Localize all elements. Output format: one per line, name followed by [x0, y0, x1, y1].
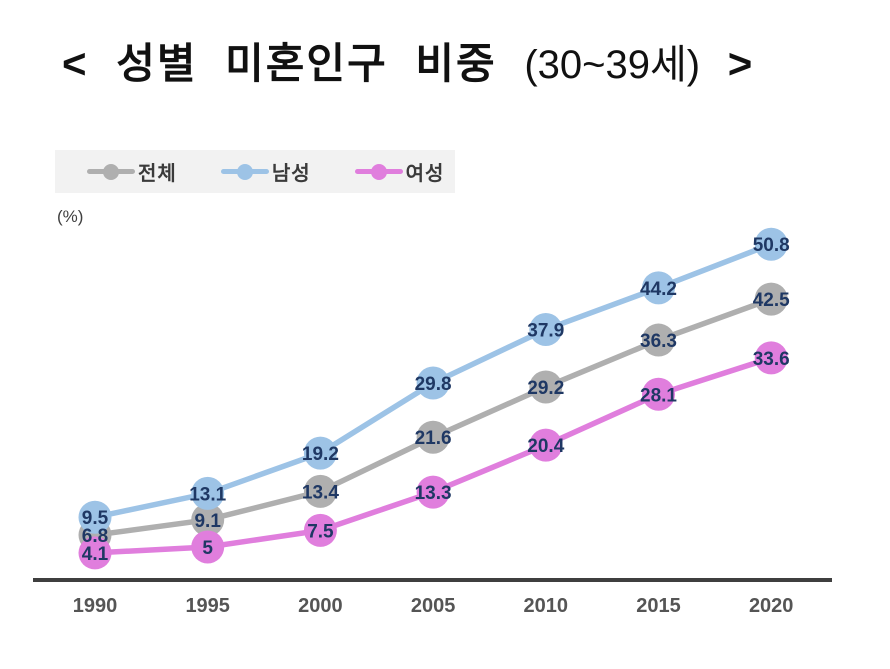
x-axis-tick-label: 2010 [524, 595, 569, 617]
legend-label: 여성 [405, 163, 445, 185]
legend-line-marker-icon [354, 163, 403, 180]
data-label: 9.1 [194, 511, 221, 532]
data-point-marker [529, 312, 563, 346]
x-axis-tick-label: 2020 [749, 595, 794, 617]
legend-label: 전체 [138, 163, 177, 185]
data-label: 13.1 [189, 484, 226, 505]
data-label: 36.3 [640, 331, 677, 352]
data-point-marker [416, 475, 450, 509]
data-label: 4.1 [82, 544, 109, 565]
data-label: 42.5 [753, 290, 790, 311]
legend-line-marker-icon [220, 163, 269, 180]
data-point-marker [191, 503, 225, 537]
legend-label: 남성 [271, 163, 311, 185]
legend-item-2: 여성 [354, 157, 445, 186]
data-point-marker [191, 476, 225, 510]
data-label: 29.2 [527, 378, 564, 399]
data-label: 9.5 [82, 508, 109, 529]
legend-item-1: 남성 [220, 157, 311, 186]
data-point-marker [303, 436, 337, 470]
data-label: 19.2 [302, 444, 339, 465]
legend-line-marker-icon [87, 163, 135, 180]
data-point-marker [642, 377, 675, 411]
x-axis-tick-label: 2015 [636, 595, 681, 617]
data-point-marker [416, 366, 450, 400]
chart-title: < 성별 미혼인구 비중 (30~39세) > [62, 30, 754, 91]
chart-title-main: < 성별 미혼인구 비중 [62, 40, 497, 87]
data-point-marker [303, 513, 337, 547]
data-point-marker [754, 227, 788, 261]
data-label: 20.4 [527, 436, 564, 457]
data-point-marker [191, 530, 225, 564]
x-axis-tick-label: 1995 [185, 595, 230, 617]
data-point-marker [78, 500, 112, 534]
data-label: 13.3 [415, 483, 452, 504]
data-label: 5 [202, 538, 213, 559]
data-label: 7.5 [307, 521, 334, 542]
data-label: 28.1 [640, 385, 677, 406]
y-axis-unit-label: (%) [57, 207, 84, 226]
data-point-marker [754, 282, 788, 316]
data-point-marker [529, 428, 563, 462]
data-point-marker [642, 323, 675, 357]
x-axis-tick-label: 2000 [298, 595, 343, 617]
data-point-marker [642, 271, 675, 305]
data-label: 50.8 [753, 235, 790, 256]
data-point-marker [754, 341, 788, 375]
data-point-marker [529, 370, 563, 404]
data-label: 33.6 [753, 349, 790, 370]
chart-title-close: > [727, 40, 755, 87]
x-axis-tick-label: 1990 [73, 595, 118, 617]
legend-item-0: 전체 [87, 157, 177, 186]
chart-title-paren: (30~39세) [524, 43, 701, 87]
data-point-marker [416, 420, 450, 454]
data-label: 6.8 [82, 526, 108, 547]
data-point-marker [303, 474, 337, 508]
data-point-marker [78, 536, 112, 570]
chart-legend: 전체 남성 여성 [55, 150, 455, 193]
x-axis-tick-label: 2005 [411, 595, 456, 617]
data-label: 21.6 [415, 428, 452, 449]
data-label: 13.4 [302, 482, 339, 503]
data-label: 29.8 [415, 374, 452, 395]
data-label: 44.2 [640, 279, 677, 300]
data-label: 37.9 [527, 320, 564, 341]
